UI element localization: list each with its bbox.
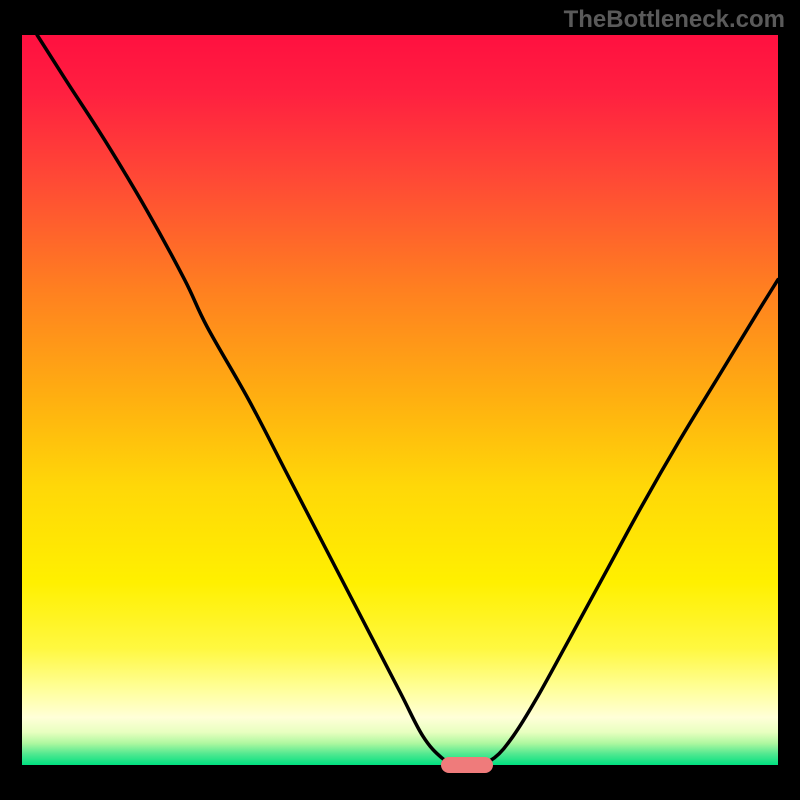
chart-border-bottom <box>0 765 800 800</box>
optimal-marker <box>441 757 493 773</box>
chart-gradient-background <box>22 35 778 765</box>
chart-border-right <box>778 0 800 800</box>
chart-border-left <box>0 0 22 800</box>
watermark-text: TheBottleneck.com <box>564 6 785 34</box>
chart-container: TheBottleneck.com <box>0 0 800 800</box>
